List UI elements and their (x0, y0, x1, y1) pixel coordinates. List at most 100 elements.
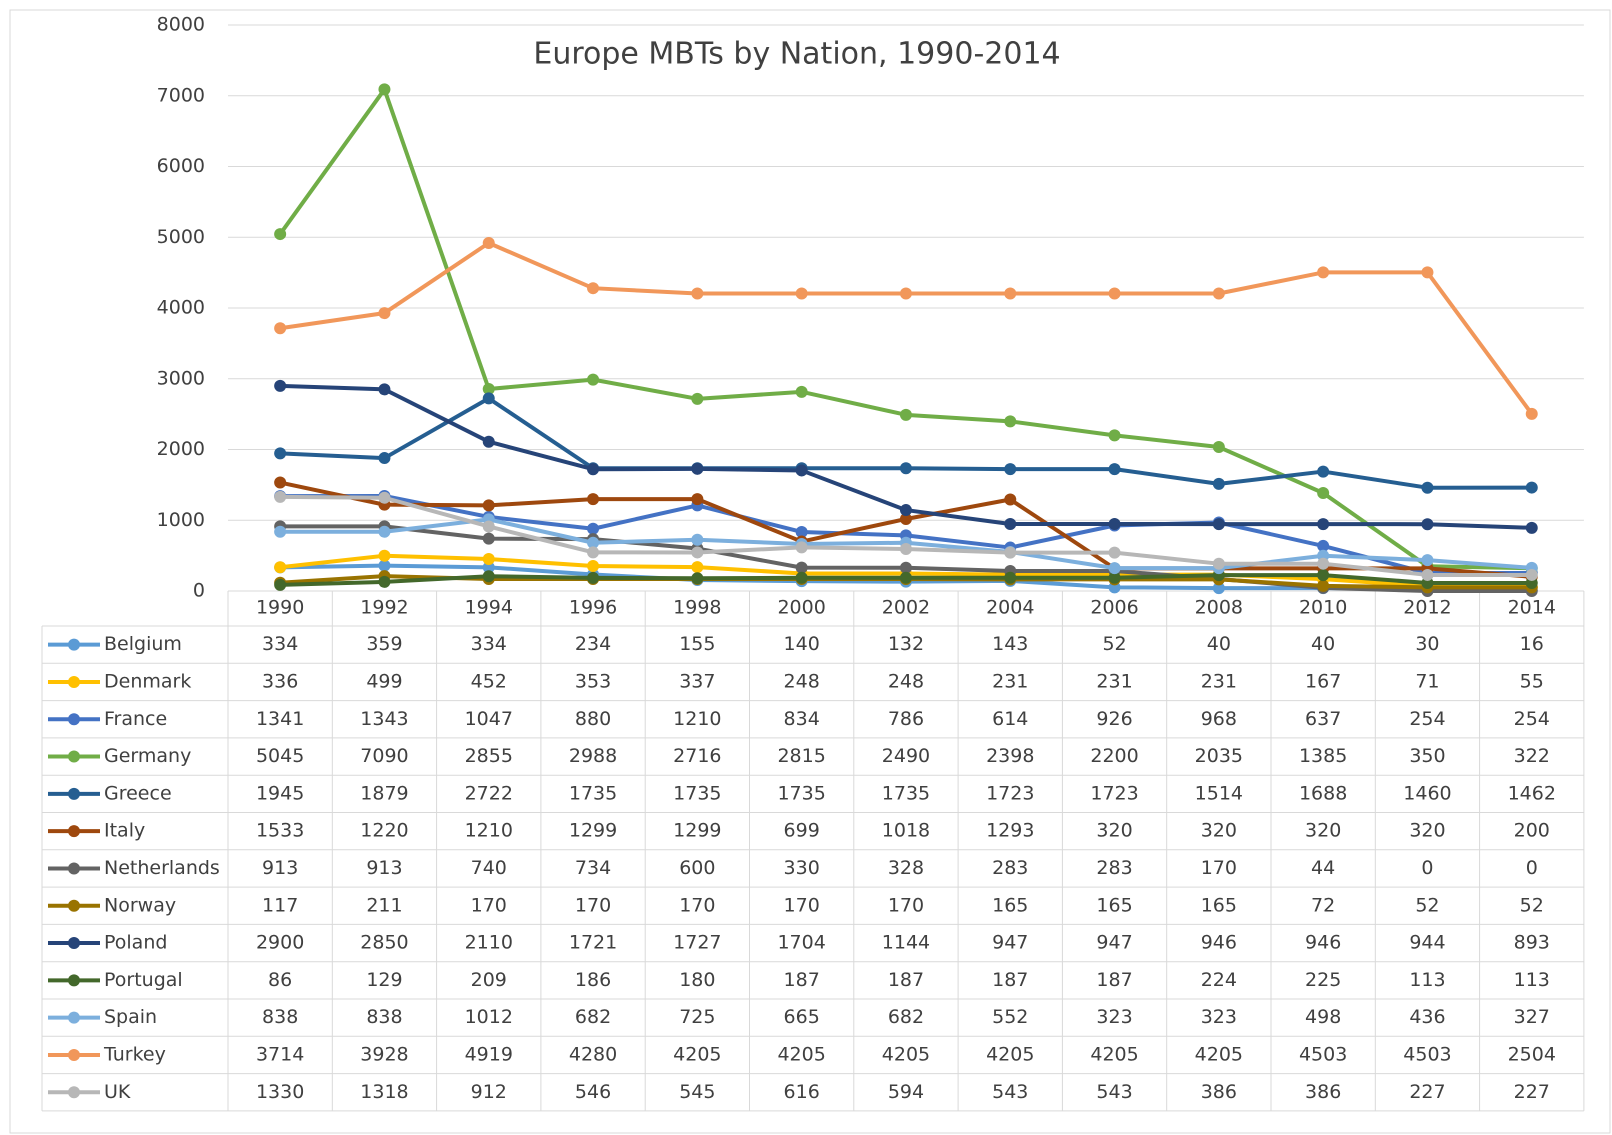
table-cell: 225 (1305, 969, 1341, 991)
point (378, 452, 391, 465)
series-line (278, 87, 1532, 571)
point (691, 493, 704, 506)
table-cell: 248 (888, 670, 924, 692)
table-cell: 1330 (256, 1081, 304, 1103)
point (378, 307, 391, 320)
table-cell: 786 (888, 708, 924, 730)
point (899, 561, 912, 574)
table-cell: 328 (888, 857, 924, 879)
point (899, 287, 912, 300)
point (1004, 571, 1017, 584)
point (482, 499, 495, 512)
table-cell: 187 (784, 969, 820, 991)
y-tick-label: 8000 (157, 14, 205, 36)
point (274, 322, 287, 335)
table-cell: 944 (1409, 932, 1445, 954)
table-cell: 323 (1201, 1006, 1237, 1028)
table-cell: 1704 (777, 932, 825, 954)
x-tick-label: 1998 (673, 597, 721, 619)
point (1212, 518, 1225, 531)
point (691, 546, 704, 559)
table-cell: 165 (1096, 894, 1132, 916)
point (1525, 521, 1538, 534)
table-cell: 2490 (882, 745, 930, 767)
table-cell: 52 (1102, 633, 1126, 655)
table-cell: 4919 (465, 1043, 513, 1065)
point (1525, 481, 1538, 494)
table-cell: 834 (784, 708, 820, 730)
point (1108, 463, 1121, 476)
x-tick-label: 1994 (465, 597, 513, 619)
table-cell: 170 (471, 894, 507, 916)
point (587, 493, 600, 506)
table-cell: 1727 (673, 932, 721, 954)
chart-border (9, 9, 1611, 1134)
x-tick-label: 2006 (1090, 597, 1138, 619)
table-cell: 545 (679, 1081, 715, 1103)
table-cell: 1688 (1299, 782, 1347, 804)
table-cell: 947 (1096, 932, 1132, 954)
table-cell: 330 (784, 857, 820, 879)
point (587, 282, 600, 295)
table-cell: 52 (1415, 894, 1439, 916)
point (1108, 562, 1121, 575)
point (1108, 517, 1121, 530)
table-cell: 0 (1421, 857, 1433, 879)
table-cell: 682 (888, 1006, 924, 1028)
legend-marker (68, 1048, 80, 1061)
x-tick-label: 2010 (1299, 597, 1347, 619)
point (1108, 429, 1121, 442)
table-cell: 926 (1096, 708, 1132, 730)
point (795, 525, 808, 538)
point (482, 520, 495, 533)
x-tick-label: 1992 (360, 597, 408, 619)
point (1317, 266, 1330, 279)
table-cell: 1945 (256, 782, 304, 804)
table-cell: 4503 (1299, 1043, 1347, 1065)
point (274, 578, 287, 591)
table-cell: 5045 (256, 745, 304, 767)
table-cell: 283 (992, 857, 1028, 879)
point (691, 561, 704, 574)
legend-marker (68, 638, 80, 651)
table-cell: 1514 (1195, 782, 1243, 804)
table-cell: 350 (1409, 745, 1445, 767)
point (587, 522, 600, 535)
point (899, 462, 912, 475)
table-cell: 1723 (986, 782, 1034, 804)
point (1317, 539, 1330, 552)
table-cell: 200 (1514, 820, 1550, 842)
table-cell: 2988 (569, 745, 617, 767)
table-cell: 968 (1201, 708, 1237, 730)
table-cell: 143 (992, 633, 1028, 655)
y-tick-label: 1000 (157, 509, 205, 531)
table-cell: 1735 (673, 782, 721, 804)
table-cell: 893 (1514, 932, 1550, 954)
legend-label: Portugal (104, 969, 183, 991)
point (1212, 557, 1225, 570)
point (691, 287, 704, 300)
legend-marker (68, 675, 80, 688)
table-cell: 40 (1207, 633, 1231, 655)
point (482, 532, 495, 545)
table-cell: 2504 (1508, 1043, 1556, 1065)
point (795, 541, 808, 554)
y-tick-label: 2000 (157, 438, 205, 460)
legend-label: Netherlands (104, 857, 220, 879)
legend-label: Denmark (104, 670, 191, 692)
table-cell: 2900 (256, 932, 304, 954)
table-cell: 2035 (1195, 745, 1243, 767)
table-cell: 187 (888, 969, 924, 991)
legend-marker (68, 899, 80, 912)
x-tick-label: 1990 (256, 597, 304, 619)
table-cell: 1723 (1090, 782, 1138, 804)
table-cell: 2722 (465, 782, 513, 804)
legend-label: Poland (104, 932, 167, 954)
table-cell: 436 (1409, 1006, 1445, 1028)
table-cell: 1047 (465, 708, 513, 730)
table-cell: 1018 (882, 820, 930, 842)
table-cell: 165 (1201, 894, 1237, 916)
table-cell: 498 (1305, 1006, 1341, 1028)
table-cell: 170 (679, 894, 715, 916)
point (378, 559, 391, 572)
